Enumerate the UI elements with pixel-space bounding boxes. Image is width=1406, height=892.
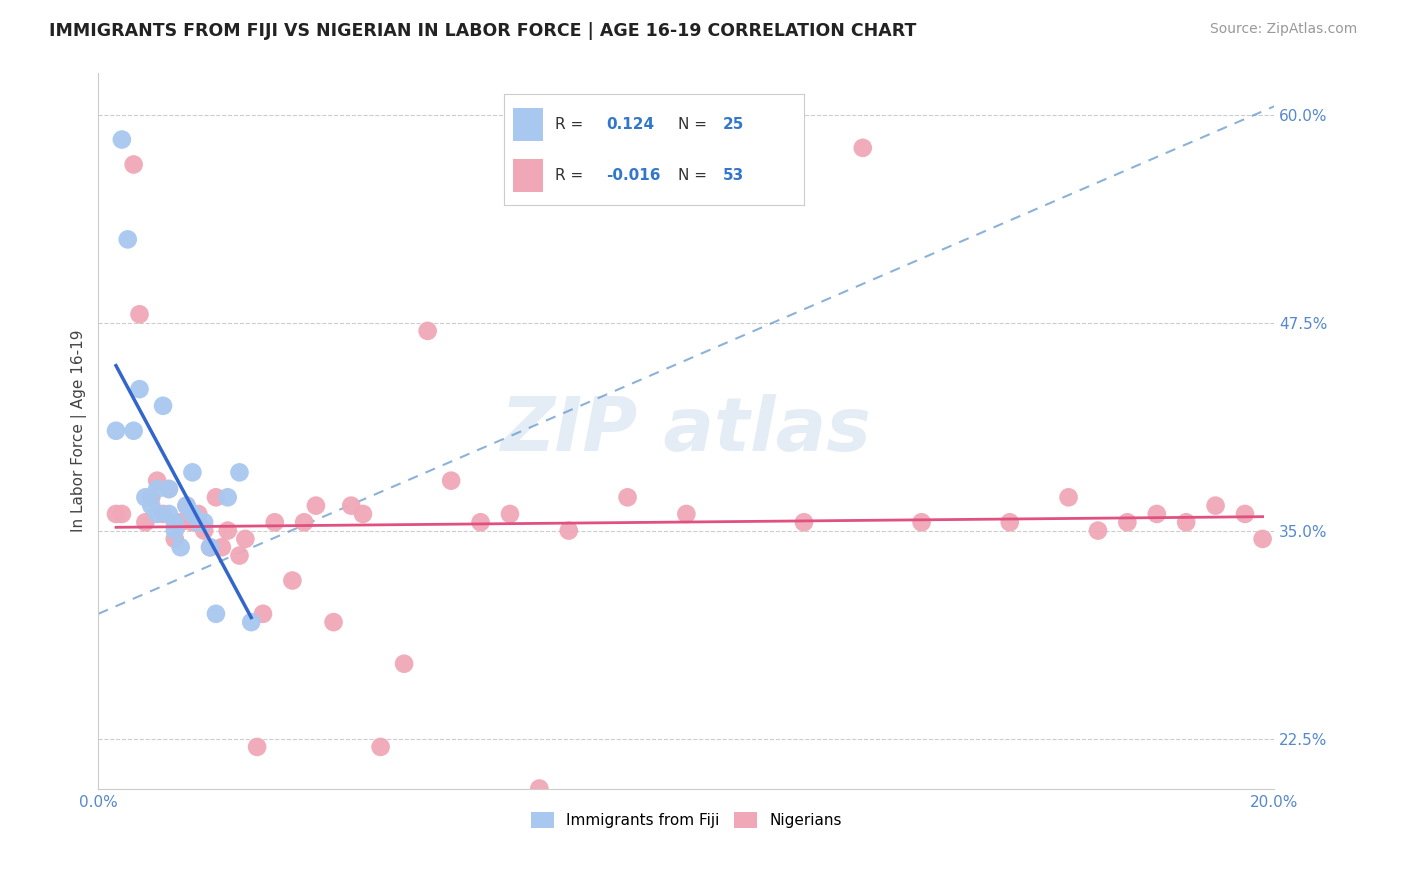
Point xyxy=(416,324,439,338)
Legend: Immigrants from Fiji, Nigerians: Immigrants from Fiji, Nigerians xyxy=(524,806,848,835)
Point xyxy=(558,524,581,538)
Point xyxy=(170,516,193,530)
Point xyxy=(176,499,198,513)
Point xyxy=(352,507,374,521)
Point xyxy=(852,141,875,155)
Point xyxy=(292,516,315,530)
Point xyxy=(111,507,134,521)
Point xyxy=(122,424,145,438)
Point xyxy=(176,499,198,513)
Text: Source: ZipAtlas.com: Source: ZipAtlas.com xyxy=(1209,22,1357,37)
Point xyxy=(1087,524,1109,538)
Point xyxy=(134,516,156,530)
Point xyxy=(1146,507,1168,521)
Point xyxy=(157,482,180,496)
Point xyxy=(146,474,169,488)
Point xyxy=(322,615,344,629)
Point xyxy=(1057,491,1080,505)
Point xyxy=(146,482,169,496)
Point xyxy=(181,466,204,480)
Point xyxy=(193,516,215,530)
Point xyxy=(228,466,250,480)
Point xyxy=(1175,516,1198,530)
Point xyxy=(111,132,134,146)
Point xyxy=(163,516,186,530)
Point xyxy=(616,491,638,505)
Point xyxy=(470,516,492,530)
Point xyxy=(998,516,1021,530)
Point xyxy=(228,549,250,563)
Point xyxy=(170,540,193,554)
Point xyxy=(1116,516,1139,530)
Point xyxy=(240,615,263,629)
Point xyxy=(198,540,221,554)
Point xyxy=(181,516,204,530)
Point xyxy=(499,507,522,521)
Point xyxy=(422,823,444,838)
Point xyxy=(163,524,186,538)
Point xyxy=(340,499,363,513)
Point xyxy=(1205,499,1227,513)
Point xyxy=(181,507,204,521)
Point xyxy=(141,491,163,505)
Point xyxy=(910,516,932,530)
Point xyxy=(675,507,697,521)
Point xyxy=(152,399,174,413)
Point xyxy=(205,491,228,505)
Point xyxy=(134,491,156,505)
Point xyxy=(235,532,257,546)
Point xyxy=(128,307,150,321)
Point xyxy=(187,516,209,530)
Point xyxy=(370,739,392,754)
Text: ZIP atlas: ZIP atlas xyxy=(501,394,872,467)
Point xyxy=(217,524,239,538)
Point xyxy=(252,607,274,621)
Point xyxy=(217,491,239,505)
Point xyxy=(128,382,150,396)
Point xyxy=(392,657,415,671)
Point xyxy=(440,474,463,488)
Point xyxy=(146,507,169,521)
Point xyxy=(122,157,145,171)
Point xyxy=(205,607,228,621)
Point xyxy=(104,507,127,521)
Point xyxy=(305,499,328,513)
Point xyxy=(157,507,180,521)
Point xyxy=(198,540,221,554)
Point xyxy=(104,424,127,438)
Text: IMMIGRANTS FROM FIJI VS NIGERIAN IN LABOR FORCE | AGE 16-19 CORRELATION CHART: IMMIGRANTS FROM FIJI VS NIGERIAN IN LABO… xyxy=(49,22,917,40)
Point xyxy=(141,499,163,513)
Point xyxy=(211,540,233,554)
Point xyxy=(281,574,304,588)
Point xyxy=(152,507,174,521)
Y-axis label: In Labor Force | Age 16-19: In Labor Force | Age 16-19 xyxy=(72,329,87,532)
Point xyxy=(163,532,186,546)
Point xyxy=(793,516,815,530)
Point xyxy=(529,781,551,796)
Point xyxy=(117,232,139,246)
Point xyxy=(187,507,209,521)
Point xyxy=(246,739,269,754)
Point xyxy=(193,524,215,538)
Point xyxy=(1251,532,1274,546)
Point xyxy=(1233,507,1256,521)
Point xyxy=(263,516,285,530)
Point xyxy=(157,482,180,496)
